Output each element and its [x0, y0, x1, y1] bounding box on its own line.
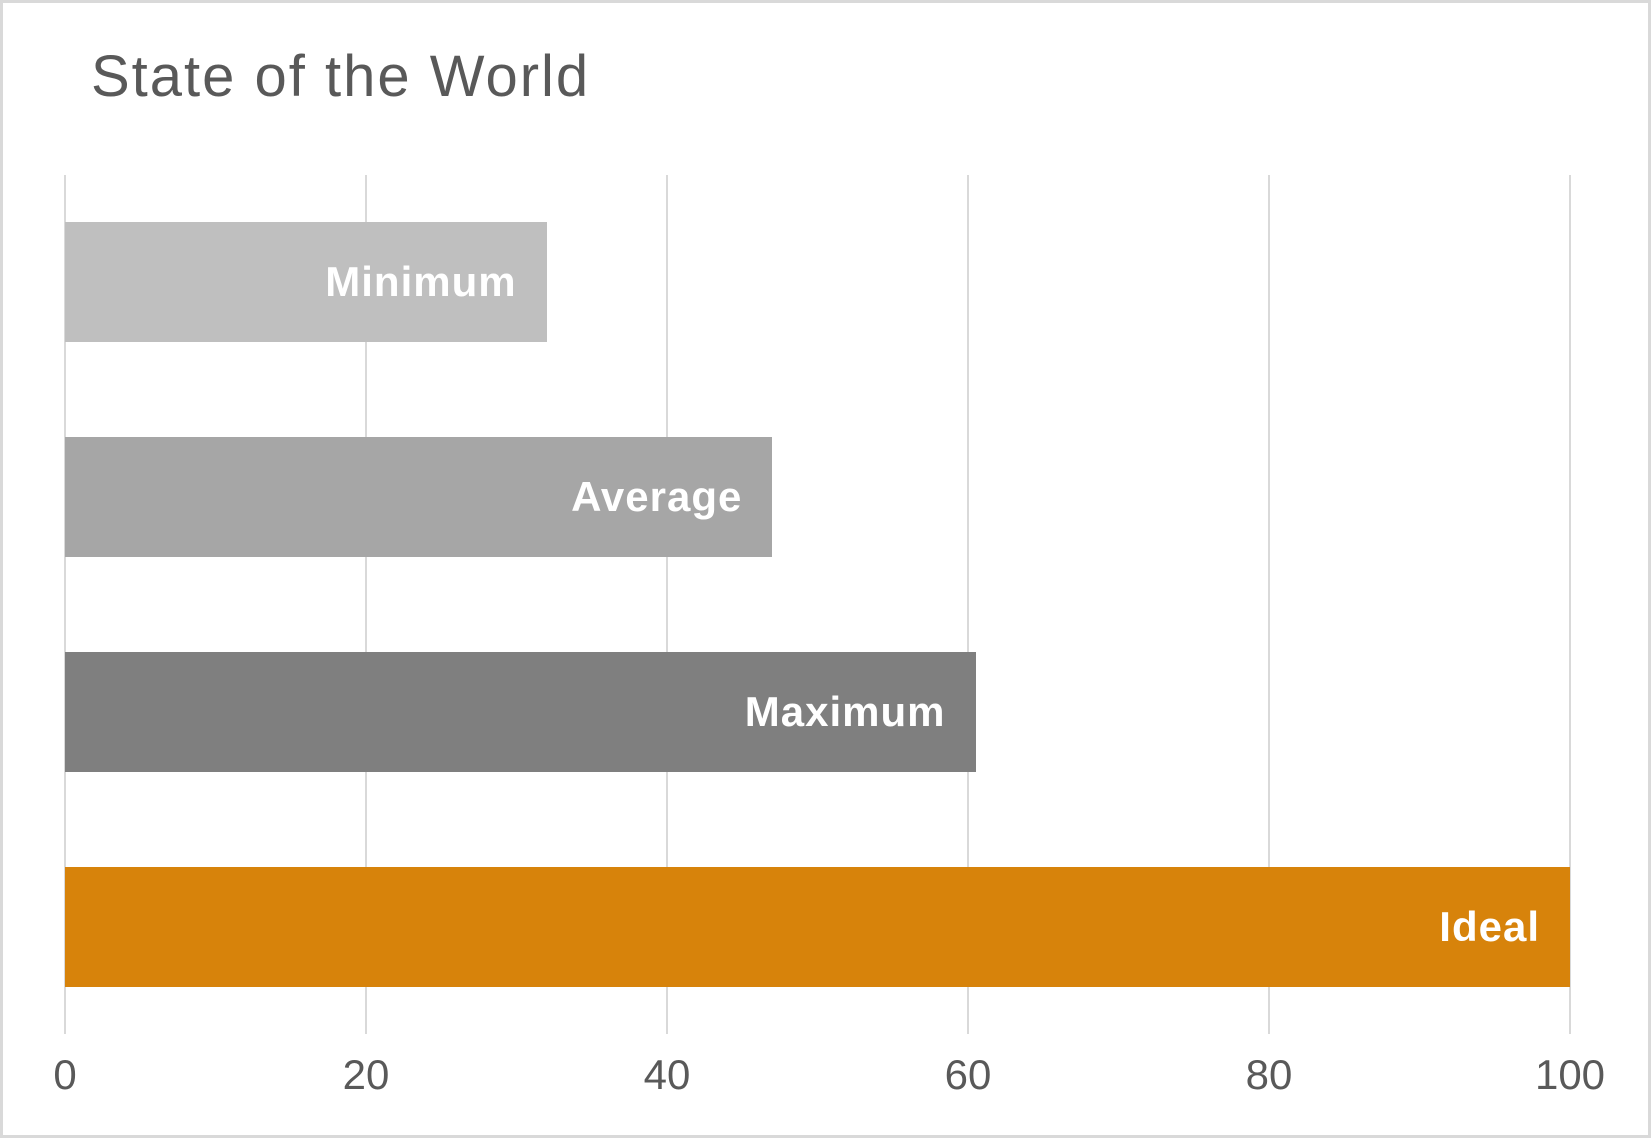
gridline-x-60 [967, 175, 969, 1034]
x-tick-label-100: 100 [1534, 1051, 1606, 1098]
bar-label-ideal: Ideal [1439, 902, 1540, 950]
chart-title: State of the World [91, 44, 591, 109]
bar-label-average: Average [571, 473, 743, 521]
gridline-x-0 [64, 175, 66, 1034]
bar-maximum: Maximum [65, 651, 976, 772]
bar-minimum: Minimum [65, 222, 547, 343]
x-axis: 0 20 40 60 80 100 [53, 1051, 1605, 1111]
plot-area: Minimum Average Maximum Ideal [64, 175, 1571, 1034]
x-tick-label-40: 40 [643, 1051, 691, 1098]
bar-label-maximum: Maximum [744, 687, 946, 735]
x-tick-label-0: 0 [53, 1051, 77, 1098]
x-tick-label-20: 20 [342, 1051, 390, 1098]
bar-ideal: Ideal [65, 866, 1570, 987]
gridline-x-80 [1268, 175, 1270, 1034]
x-tick-label-60: 60 [944, 1051, 992, 1098]
gridline-x-20 [365, 175, 367, 1034]
x-tick-label-80: 80 [1245, 1051, 1293, 1098]
bar-label-minimum: Minimum [325, 258, 517, 306]
gridline-x-40 [666, 175, 668, 1034]
bar-average: Average [65, 437, 773, 558]
gridline-x-100 [1569, 175, 1571, 1034]
